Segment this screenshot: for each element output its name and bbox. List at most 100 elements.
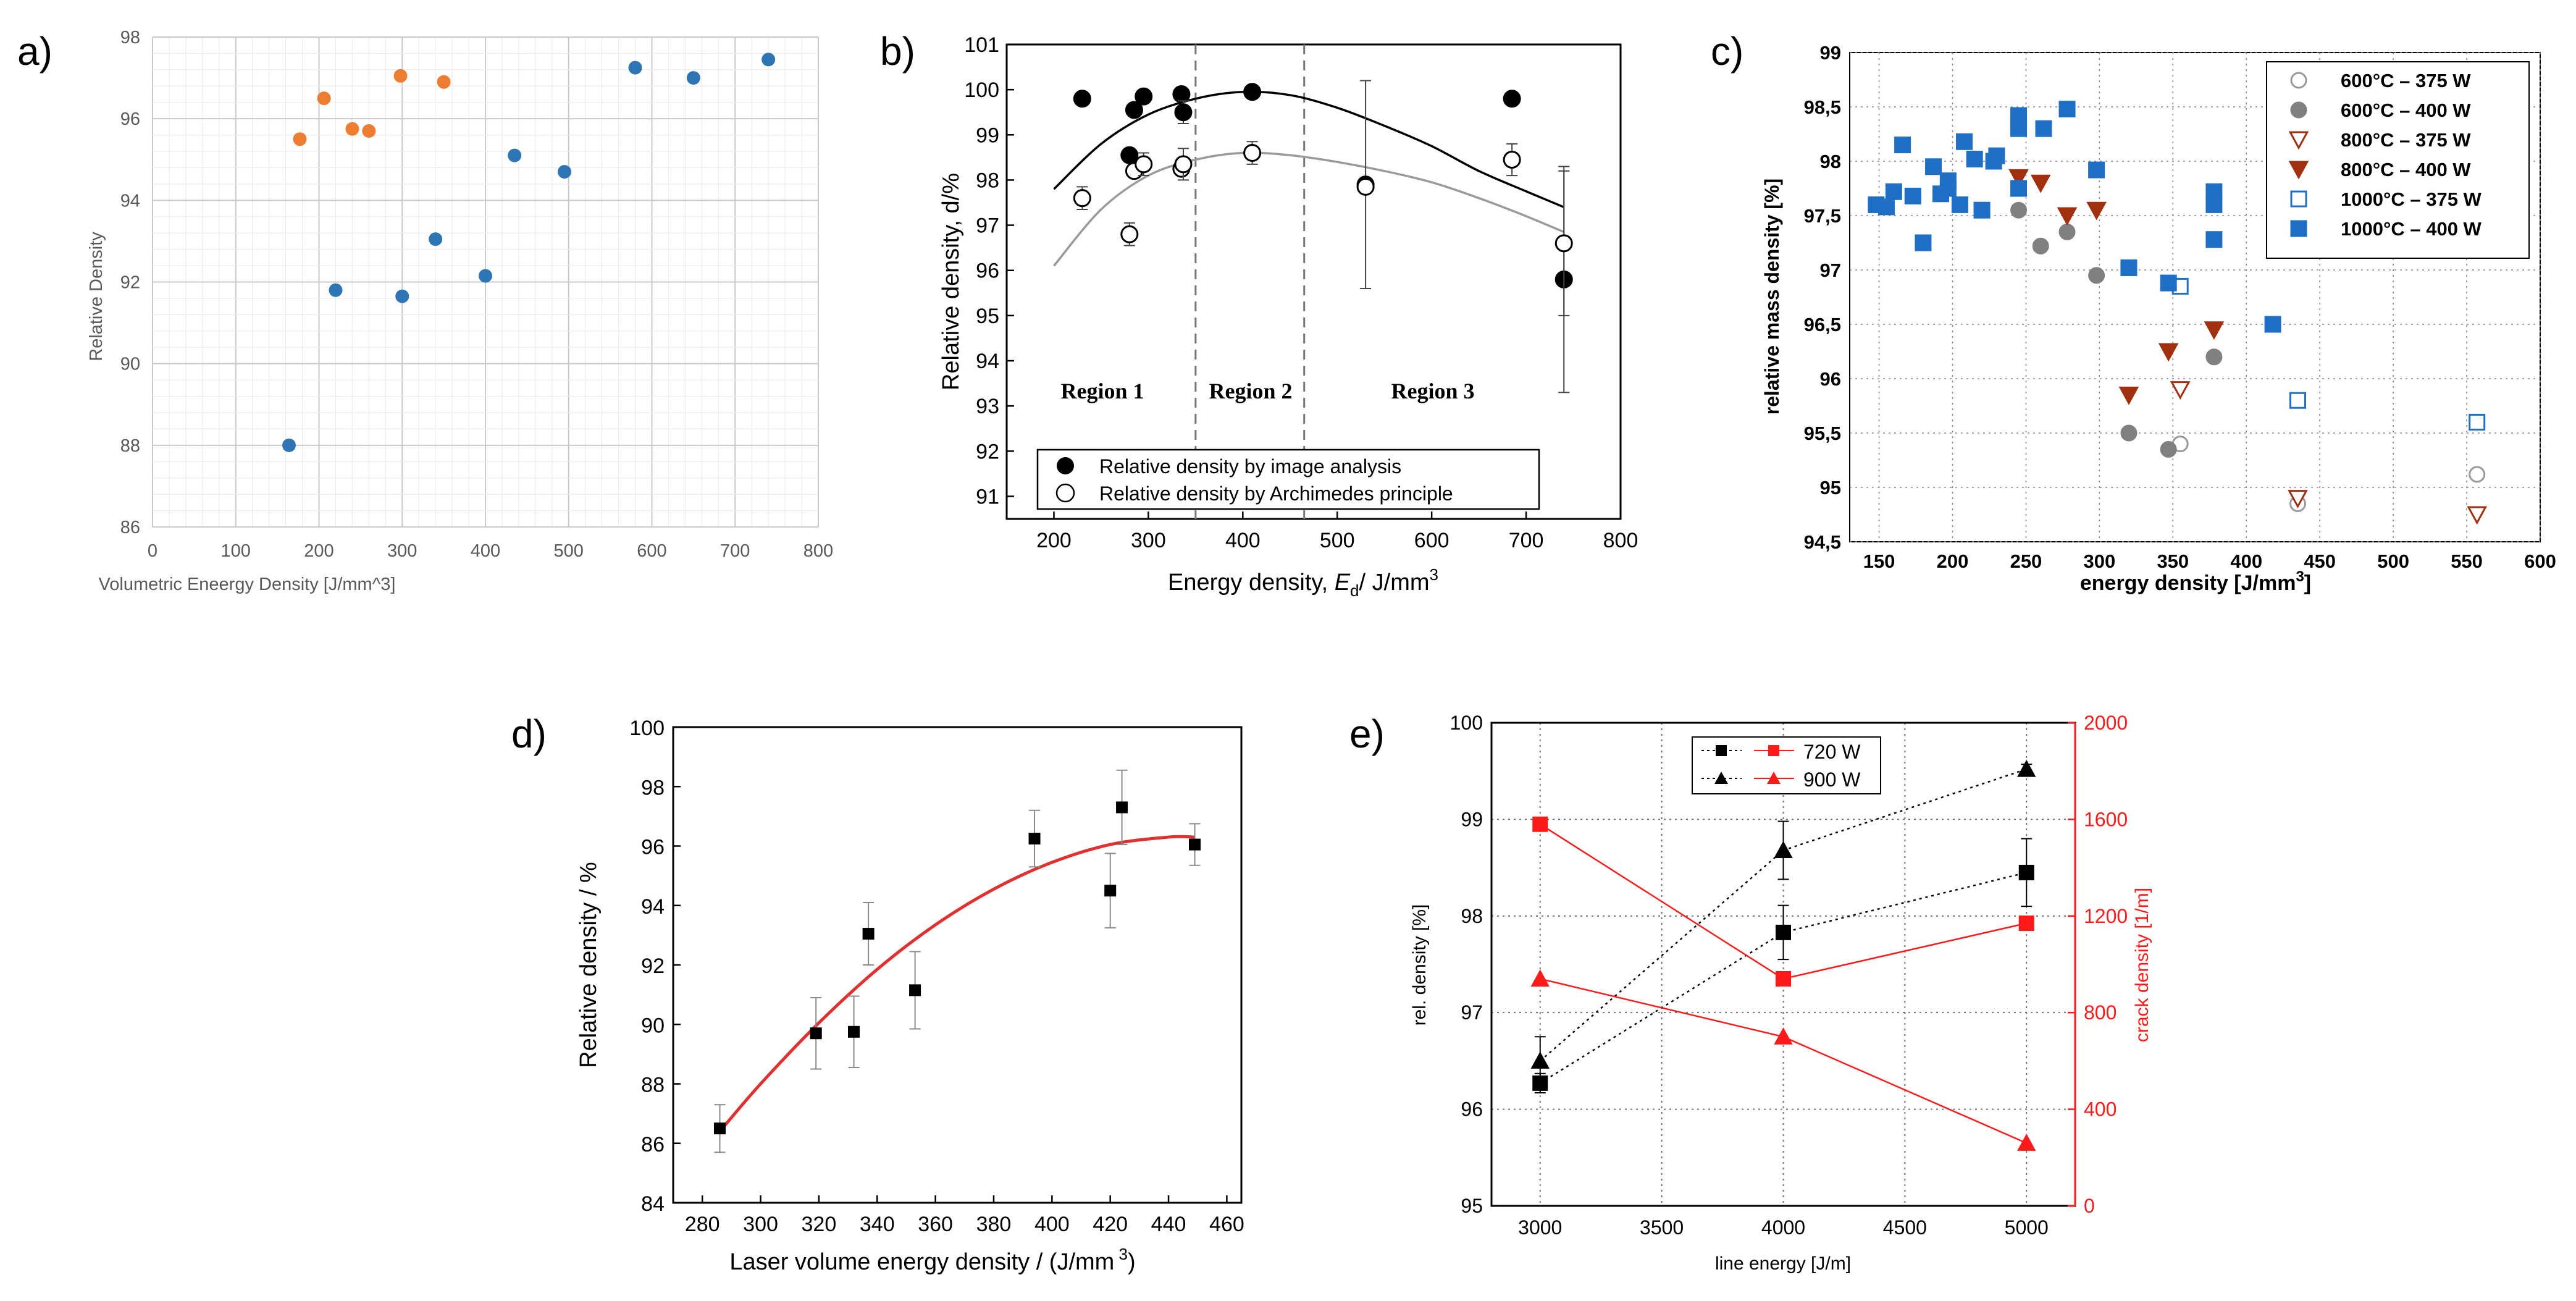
chart-e-legend-720: 720 W (1803, 741, 1861, 763)
chart-a-point-orange (362, 124, 376, 138)
chart-c-point (2058, 101, 2076, 118)
chart-a-ylabel: Relative Density (86, 232, 106, 361)
chart-b-ticks: 200 300 400 500 600 700 800 91 92 93 94 95 96 97 98 99 1… (964, 33, 1638, 552)
chart-b-xtick: 600 (1414, 529, 1450, 552)
chart-c-point (2118, 386, 2139, 405)
chart-d-ytick: 90 (641, 1014, 665, 1037)
chart-c-ticks: 150 200 250 300 350 400 450 500 550 600 94,5 95 95,5… (1804, 42, 2556, 572)
chart-d-fit-curve (718, 835, 1195, 1133)
chart-c-point (2158, 343, 2179, 362)
chart-a-point-blue (282, 438, 296, 452)
chart-d-point (909, 984, 921, 996)
chart-b-point-archimedes (1174, 155, 1193, 174)
chart-e-point (2017, 1134, 2036, 1151)
chart-c-xlabel: energy density [J/mm3] (2080, 568, 2311, 595)
chart-c-ytick: 97 (1820, 259, 1841, 281)
chart-b-xtick: 800 (1603, 529, 1638, 552)
chart-a-ytick: 88 (120, 436, 140, 456)
chart-b-region-1-label: Region 1 (1061, 379, 1144, 403)
chart-d-point (1028, 832, 1041, 844)
chart-b-point-archimedes (1554, 234, 1573, 253)
chart-d-ytick: 86 (641, 1133, 665, 1156)
chart-a-ytick: 90 (120, 355, 140, 374)
chart-b-ytick: 95 (976, 305, 999, 328)
chart-c-legend-label: 1000°C – 400 W (2341, 218, 2482, 240)
chart-b-ytick: 99 (976, 124, 999, 147)
chart-a-point-blue (761, 53, 776, 67)
chart-a-ticks: 0 100 200 300 400 500 600 700 800 86 88 90 92 94 96 98 (120, 28, 833, 561)
chart-a-xtick: 300 (387, 541, 417, 561)
chart-b-legend-marker-image (1057, 457, 1074, 474)
chart-e-legend-marker-720-red (1768, 745, 1779, 756)
chart-d-points (713, 769, 1201, 1153)
chart-a: 0 100 200 300 400 500 600 700 80086889092949698 … (86, 28, 833, 594)
chart-c-point (2035, 120, 2052, 137)
chart-c-point (2160, 274, 2177, 292)
chart-b: 200 300 400 500 600 700 800 91 92 93 94 95 96 97 98 99 1… (938, 33, 1638, 600)
chart-c-legend-marker (2288, 161, 2309, 180)
chart-b-point-image (1172, 85, 1191, 103)
chart-e-ylabel-right: crack density [1/m] (2132, 888, 2152, 1042)
chart-d-xtick: 320 (802, 1213, 837, 1236)
chart-d-xtick: 440 (1151, 1213, 1186, 1236)
chart-e: 3000 3500 4000 4500 5000 95 96 97 98 99 100 0 400 800… (1409, 712, 2152, 1274)
panel-label-e: e) (1349, 712, 1385, 756)
chart-c-point (1973, 201, 1991, 219)
chart-b-point-image (1073, 90, 1091, 108)
chart-c-point (2032, 237, 2049, 255)
chart-c-legend-label: 1000°C – 375 W (2341, 188, 2482, 210)
chart-d-ytick: 98 (641, 776, 665, 799)
chart-c-legend-marker (2290, 72, 2307, 89)
chart-b-ytick: 92 (976, 440, 999, 463)
chart-c-xtick: 250 (2010, 550, 2042, 572)
chart-d-point (713, 1122, 726, 1135)
chart-b-xlabel: Energy density, Ed/ J/mm3 (1168, 565, 1438, 600)
chart-b-frame (1005, 43, 1622, 520)
chart-e-ytick: 99 (1461, 808, 1483, 830)
chart-d-point (1189, 838, 1201, 851)
chart-a-point-orange (345, 122, 359, 136)
chart-d-point (1116, 801, 1128, 814)
chart-a-xtick: 0 (148, 541, 157, 561)
chart-c-point (1939, 172, 1957, 190)
chart-c-point (2160, 440, 2177, 458)
chart-d-xtick: 360 (918, 1213, 953, 1236)
chart-e-ytick: 100 (1450, 712, 1483, 734)
chart-b-points (1073, 80, 1573, 394)
chart-d-xtick: 340 (860, 1213, 895, 1236)
chart-d-frame (672, 726, 1243, 1204)
chart-c-point (2467, 506, 2488, 525)
chart-c-ytick: 94,5 (1804, 531, 1841, 553)
chart-b-point-archimedes (1073, 189, 1091, 208)
chart-c-ytick: 98,5 (1804, 96, 1841, 118)
chart-b-region-3-label: Region 3 (1391, 379, 1475, 403)
chart-b-legend-box (1036, 448, 1540, 510)
chart-d-ytick: 92 (641, 954, 665, 978)
chart-b-region-2-label: Region 2 (1209, 379, 1293, 403)
chart-c-point (2057, 207, 2078, 226)
chart-b-ytick: 93 (976, 395, 999, 418)
chart-c-ytick: 95,5 (1804, 423, 1841, 444)
chart-e-legend-marker-900-black (1714, 772, 1728, 784)
chart-d-xtick: 420 (1093, 1213, 1128, 1236)
chart-c-point (2289, 392, 2307, 409)
chart-b-ytick: 97 (976, 214, 999, 238)
chart-c-xtick: 150 (1863, 550, 1895, 572)
chart-d-xtick: 460 (1209, 1213, 1244, 1236)
chart-c: 150 200 250 300 350 400 450 500 550 600 94,5 95 95,5… (1761, 42, 2556, 595)
chart-c-ylabel: relative mass density [%] (1761, 179, 1783, 415)
chart-c-point (2469, 413, 2486, 431)
chart-b-point-image (1125, 101, 1143, 119)
chart-c-ytick: 97,5 (1804, 205, 1841, 227)
chart-e-xtick: 4500 (1883, 1216, 1927, 1239)
chart-e-point (1532, 816, 1548, 832)
chart-a-point-blue (329, 283, 343, 297)
chart-a-ytick: 98 (120, 28, 140, 48)
chart-c-ytick: 98 (1820, 151, 1841, 172)
chart-c-xtick: 500 (2377, 550, 2409, 572)
chart-a-point-blue (395, 289, 409, 303)
chart-b-point-archimedes (1243, 144, 1262, 162)
chart-b-legend-marker-arch (1055, 483, 1075, 503)
chart-c-legend-label: 800°C – 375 W (2341, 129, 2471, 151)
